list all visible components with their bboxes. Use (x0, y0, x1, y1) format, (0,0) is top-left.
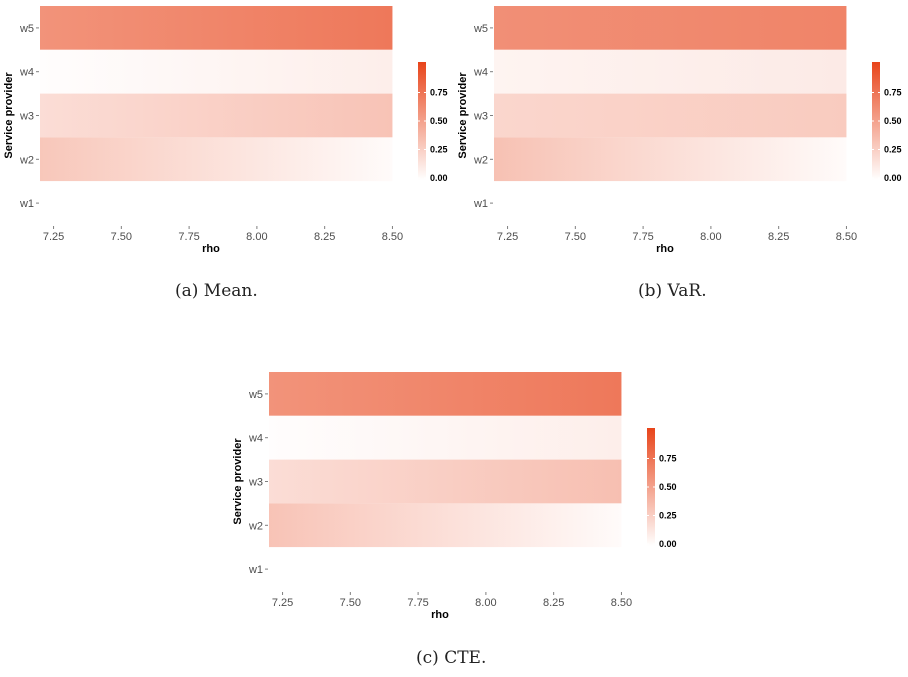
x-tick-label: 8.25 (314, 231, 335, 243)
x-tick-label: 7.75 (178, 231, 199, 243)
legend-tick-label: 0.50 (430, 116, 448, 126)
y-tick-label: w4 (19, 67, 34, 79)
y-tick-label: w3 (19, 111, 34, 123)
y-tick-label: w1 (19, 198, 34, 210)
x-tick-label: 8.50 (382, 231, 403, 243)
heatmap-row-w3 (269, 459, 622, 504)
heatmap-row-w4 (269, 415, 622, 460)
heatmap-row-w2 (40, 137, 393, 182)
x-tick-label: 7.75 (407, 597, 428, 609)
legend-tick-label: 0.50 (884, 116, 902, 126)
legend-tick-label: 0.25 (884, 145, 902, 155)
x-tick-label: 7.25 (43, 231, 64, 243)
legend-tick-label: 0.00 (430, 173, 448, 183)
heatmap-panel-var: w1 w2 w3 w4 w5 7.25 7.50 7.75 8.00 8.25 8.50 rho Ser… (454, 0, 904, 260)
x-tick-label: 8.25 (543, 597, 564, 609)
x-tick-label: 8.50 (836, 231, 857, 243)
caption-cte: (c) CTE. (416, 648, 487, 668)
x-tick-label: 7.25 (497, 231, 518, 243)
heatmap-row-w3 (40, 93, 393, 138)
heatmap-row-w3 (494, 93, 847, 138)
color-legend-bar (418, 62, 426, 180)
y-tick-label: w1 (248, 564, 263, 576)
y-tick-label: w2 (248, 520, 263, 532)
color-legend-bar (647, 428, 655, 546)
legend-tick-label: 0.75 (884, 88, 902, 98)
legend-tick-label: 0.50 (659, 482, 677, 492)
y-tick-label: w2 (19, 154, 34, 166)
legend-tick-label: 0.25 (430, 145, 448, 155)
y-axis-title: Service provider (457, 72, 469, 159)
heatmap-mean-svg: w1 w2 w3 w4 w5 7.25 7.50 7.75 8.00 8.25 8.50 rho Ser… (3, 6, 448, 255)
heatmap-row-w1 (40, 181, 393, 225)
heatmap-row-w2 (269, 503, 622, 548)
color-legend-bar (872, 62, 880, 180)
heatmap-panel-cte: w1 w2 w3 w4 w5 7.25 7.50 7.75 8.00 8.25 8.50 rho Ser… (229, 366, 679, 626)
y-tick-label: w1 (473, 198, 488, 210)
x-tick-label: 7.50 (565, 231, 586, 243)
y-axis-title: Service provider (3, 72, 15, 159)
caption-var: (b) VaR. (638, 281, 707, 301)
heatmap-row-w5 (40, 6, 393, 50)
heatmap-row-w4 (494, 49, 847, 94)
y-tick-label: w4 (248, 433, 263, 445)
caption-mean: (a) Mean. (175, 281, 258, 301)
x-tick-label: 8.00 (700, 231, 721, 243)
y-axis-title: Service provider (232, 438, 244, 525)
x-tick-label: 7.75 (632, 231, 653, 243)
y-tick-label: w3 (473, 111, 488, 123)
heatmap-cte-svg: w1 w2 w3 w4 w5 7.25 7.50 7.75 8.00 8.25 8.50 rho Ser… (232, 372, 677, 621)
y-tick-label: w3 (248, 477, 263, 489)
x-tick-label: 7.50 (340, 597, 361, 609)
x-axis-title: rho (431, 609, 449, 621)
x-tick-label: 7.50 (111, 231, 132, 243)
heatmap-row-w5 (269, 372, 622, 416)
heatmap-var-svg: w1 w2 w3 w4 w5 7.25 7.50 7.75 8.00 8.25 8.50 rho Ser… (457, 6, 902, 255)
heatmap-row-w5 (494, 6, 847, 50)
heatmap-row-w4 (40, 49, 393, 94)
x-axis-title: rho (202, 243, 220, 255)
x-tick-label: 8.50 (611, 597, 632, 609)
x-tick-label: 8.25 (768, 231, 789, 243)
legend-tick-label: 0.00 (884, 173, 902, 183)
x-tick-label: 8.00 (246, 231, 267, 243)
heatmap-row-w1 (494, 181, 847, 225)
x-tick-label: 7.25 (272, 597, 293, 609)
x-tick-label: 8.00 (475, 597, 496, 609)
heatmap-panel-mean: w1 w2 w3 w4 w5 7.25 7.50 7.75 8.00 8.25 8.50 rho Ser… (0, 0, 450, 260)
y-tick-label: w5 (473, 23, 488, 35)
legend-tick-label: 0.00 (659, 539, 677, 549)
legend-tick-label: 0.75 (659, 454, 677, 464)
legend-tick-label: 0.75 (430, 88, 448, 98)
y-tick-label: w4 (473, 67, 488, 79)
y-tick-label: w2 (473, 154, 488, 166)
y-tick-label: w5 (19, 23, 34, 35)
legend-tick-label: 0.25 (659, 511, 677, 521)
x-axis-title: rho (656, 243, 674, 255)
heatmap-row-w1 (269, 547, 622, 591)
heatmap-row-w2 (494, 137, 847, 182)
y-tick-label: w5 (248, 389, 263, 401)
